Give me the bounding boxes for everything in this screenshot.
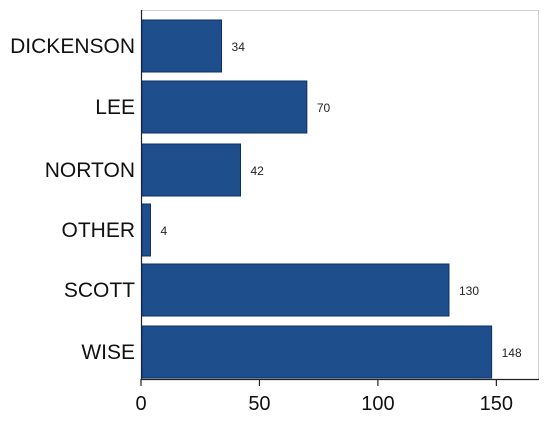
x-tick-label-150: 150 — [480, 393, 513, 415]
bar-norton — [141, 143, 241, 197]
data-label-scott: 130 — [459, 284, 479, 298]
x-tick-label-100: 100 — [361, 393, 394, 415]
bar-wise — [141, 325, 493, 379]
data-label-other: 4 — [160, 224, 167, 238]
bar-other — [141, 203, 151, 257]
data-label-lee: 70 — [317, 101, 331, 115]
bar-scott — [141, 263, 450, 317]
x-tick-label-0: 0 — [135, 393, 146, 415]
category-label-other: OTHER — [62, 219, 136, 242]
category-label-lee: LEE — [95, 96, 135, 119]
bars-layer — [141, 19, 493, 379]
bar-dickenson — [141, 19, 223, 73]
data-label-norton: 42 — [251, 164, 265, 178]
data-label-wise: 148 — [502, 346, 522, 360]
data-label-dickenson: 34 — [232, 40, 246, 54]
category-label-dickenson: DICKENSON — [10, 35, 135, 58]
labels-layer: DICKENSON 34 LEE 70 NORTON 42 OTHER 4 SCOTT 130 WI… — [10, 35, 522, 364]
bar-lee — [141, 80, 308, 134]
category-label-wise: WISE — [81, 341, 135, 364]
category-label-scott: SCOTT — [64, 279, 135, 302]
ticks-layer: 0 50 100 150 — [135, 379, 513, 415]
category-label-norton: NORTON — [45, 159, 135, 182]
x-tick-label-50: 50 — [248, 393, 270, 415]
